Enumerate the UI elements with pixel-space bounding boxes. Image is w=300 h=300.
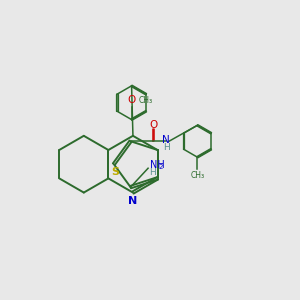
Text: O: O <box>149 120 158 130</box>
Text: CH₃: CH₃ <box>139 96 153 105</box>
Text: N: N <box>128 196 138 206</box>
Text: S: S <box>111 167 119 177</box>
Text: O: O <box>128 95 136 105</box>
Text: NH: NH <box>150 160 165 170</box>
Text: H: H <box>163 143 170 152</box>
Text: H: H <box>149 168 156 177</box>
Text: 2: 2 <box>158 164 163 170</box>
Text: CH₃: CH₃ <box>190 171 205 180</box>
Text: N: N <box>163 135 170 145</box>
